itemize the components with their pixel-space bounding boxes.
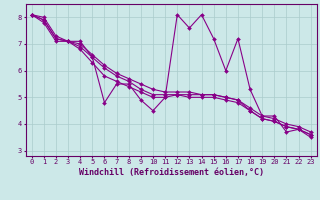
X-axis label: Windchill (Refroidissement éolien,°C): Windchill (Refroidissement éolien,°C) (79, 168, 264, 177)
